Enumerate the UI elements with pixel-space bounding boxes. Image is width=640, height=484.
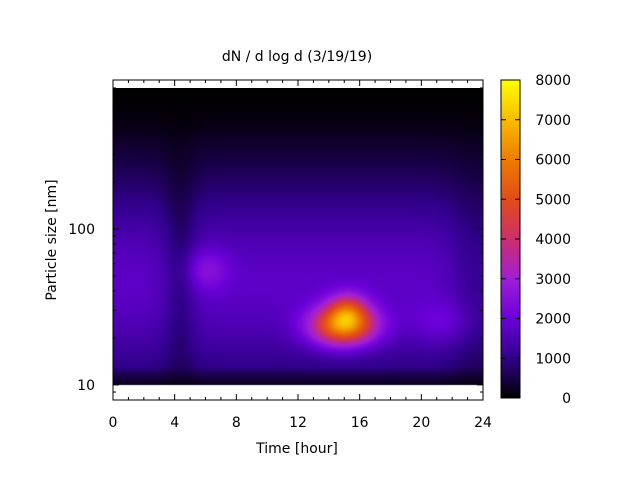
- colorbar-tick-label: 3000: [535, 272, 571, 288]
- colorbar-tick-label: 4000: [535, 232, 571, 248]
- colorbar-tick-label: 2000: [535, 312, 571, 328]
- colorbar-tick-label: 7000: [535, 113, 571, 129]
- plot-area: [112, 79, 484, 401]
- y-axis-label: Particle size [nm]: [44, 179, 60, 300]
- colorbar-ticks: 0 1000 2000 3000 4000 5000 6000 7000 8000: [501, 73, 571, 407]
- y-tick-label: 100: [68, 222, 95, 238]
- colorbar-tick-label: 1000: [535, 351, 571, 367]
- x-tick-label: 16: [351, 415, 369, 431]
- x-axis-label: Time [hour]: [255, 441, 338, 457]
- x-tick-label: 20: [412, 415, 430, 431]
- x-tick-label: 4: [170, 415, 179, 431]
- y-axis: 10 100: [68, 79, 483, 401]
- x-tick-label: 8: [232, 415, 241, 431]
- colorbar: 0 1000 2000 3000 4000 5000 6000 7000 8000: [500, 73, 571, 407]
- heatmap-image: [113, 88, 483, 398]
- colorbar-tick-label: 6000: [535, 153, 571, 169]
- colorbar-tick-label: 8000: [535, 73, 571, 89]
- x-tick-label: 24: [474, 415, 492, 431]
- chart-title: dN / d log d (3/19/19): [222, 49, 372, 65]
- colorbar-tick-label: 0: [562, 391, 571, 407]
- y-tick-label: 10: [77, 378, 95, 394]
- x-axis: 0 4 8 12 16 20 24: [109, 80, 492, 431]
- x-tick-label: 0: [109, 415, 118, 431]
- colorbar-tick-label: 5000: [535, 192, 571, 208]
- x-tick-label: 12: [289, 415, 307, 431]
